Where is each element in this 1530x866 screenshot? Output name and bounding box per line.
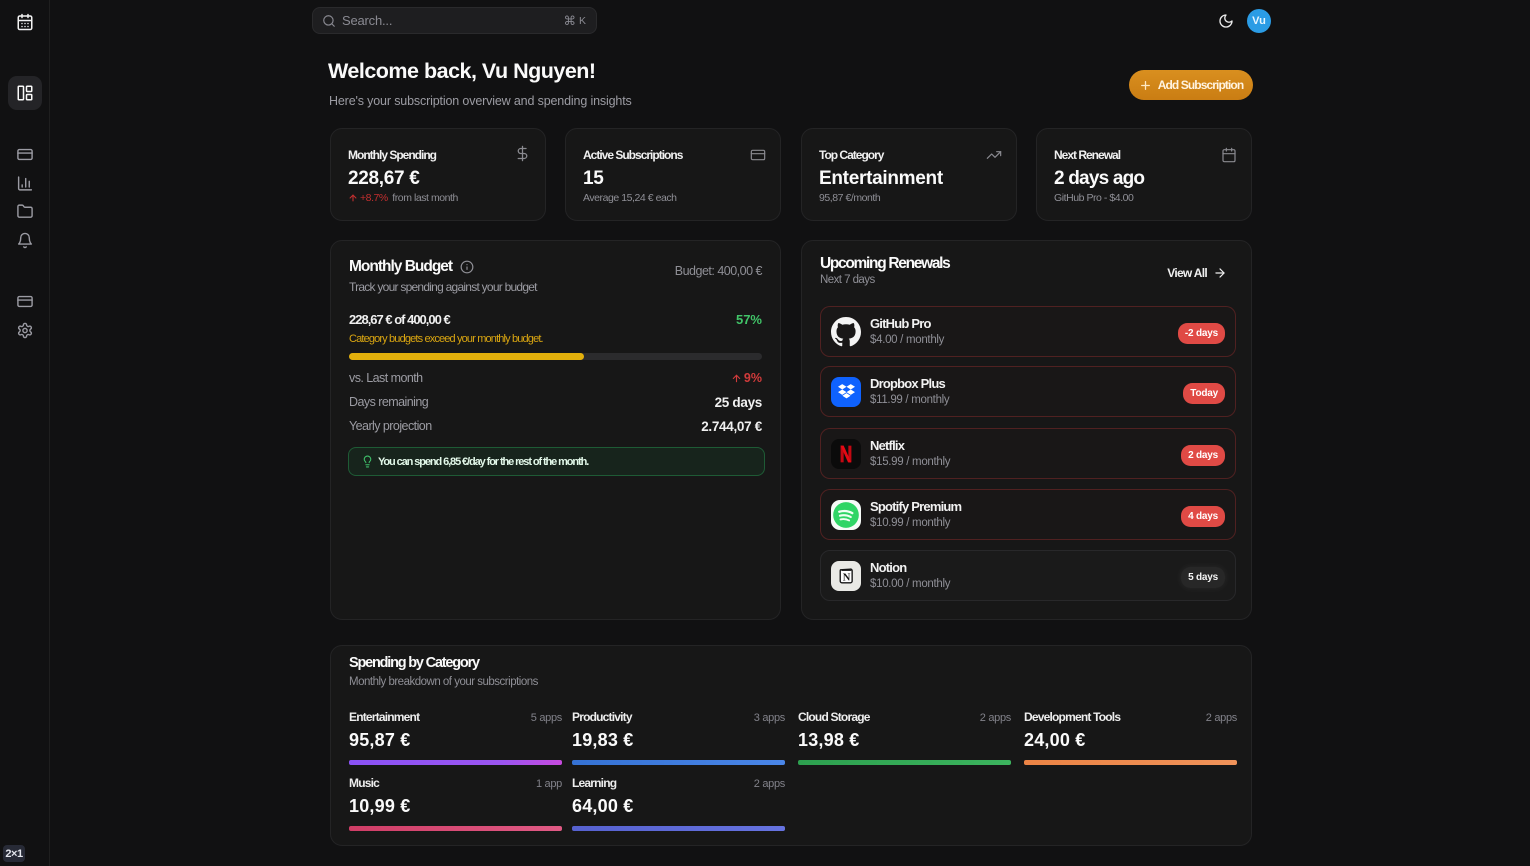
- svg-text:N: N: [843, 572, 851, 583]
